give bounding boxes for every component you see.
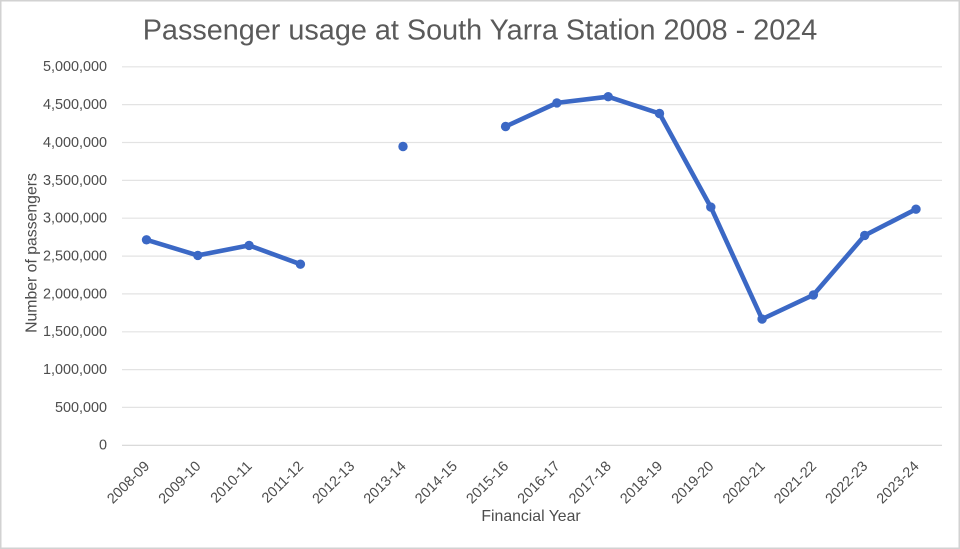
svg-text:3,500,000: 3,500,000 <box>43 173 107 189</box>
svg-text:1,000,000: 1,000,000 <box>43 362 107 378</box>
svg-text:5,000,000: 5,000,000 <box>43 59 107 75</box>
svg-text:Financial Year: Financial Year <box>481 508 580 525</box>
svg-text:Passenger usage at South Yarra: Passenger usage at South Yarra Station 2… <box>143 15 818 47</box>
svg-text:4,500,000: 4,500,000 <box>43 97 107 113</box>
svg-text:500,000: 500,000 <box>55 400 107 416</box>
svg-text:3,000,000: 3,000,000 <box>43 211 107 227</box>
svg-text:Number of passengers: Number of passengers <box>24 173 41 333</box>
svg-text:1,500,000: 1,500,000 <box>43 324 107 340</box>
svg-text:0: 0 <box>99 438 107 454</box>
svg-text:4,000,000: 4,000,000 <box>43 135 107 151</box>
svg-text:2,000,000: 2,000,000 <box>43 286 107 302</box>
svg-text:2,500,000: 2,500,000 <box>43 249 107 265</box>
